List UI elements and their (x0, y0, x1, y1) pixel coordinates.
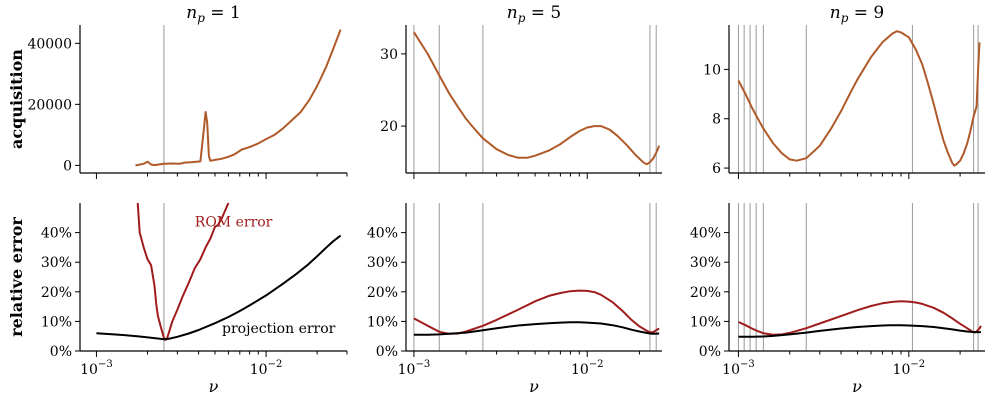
panel-acq-np1: 0 20000 40000 np = 1 acquisition (7, 3, 348, 179)
y-tick-label: 20000 (27, 97, 72, 113)
panel-err-np1: 0% 10% 20% 30% 40% 10−3 10−2 ν relative error ROM… (7, 202, 348, 396)
series-projection-error (413, 321, 660, 336)
x-axis-label: ν (529, 377, 539, 396)
y-tick-label: 10% (41, 314, 72, 330)
y-axis-label: relative error (7, 217, 26, 337)
y-tick-label: 8 (712, 112, 721, 128)
x-tick-label: 10−3 (722, 359, 755, 378)
y-tick-label: 0% (699, 344, 721, 360)
y-tick-label: 10% (690, 314, 721, 330)
series-acquisition (135, 29, 342, 167)
annotation-projection-error: projection error (222, 321, 336, 337)
x-tick-label: 10−2 (250, 359, 283, 378)
x-tick-label: 10−3 (398, 359, 431, 378)
y-tick-label: 0% (50, 344, 72, 360)
y-axis-label: acquisition (7, 49, 26, 149)
x-tick-label: 10−2 (893, 359, 926, 378)
panel-acq-np5: 20 30 np = 5 (380, 3, 662, 179)
y-tick-label: 40% (690, 226, 721, 242)
panel-title: np = 5 (507, 3, 562, 25)
x-tick-label: 10−3 (80, 359, 113, 378)
x-tick-label: 10−2 (571, 359, 604, 378)
y-tick-label: 30% (690, 255, 721, 271)
x-axis-label: ν (209, 377, 219, 396)
y-tick-label: 30% (367, 255, 398, 271)
y-tick-label: 10 (703, 62, 721, 78)
panel-err-np5: 0% 10% 20% 30% 40% 10−3 10−2 ν (367, 203, 662, 396)
y-tick-label: 20% (41, 285, 72, 301)
series-acquisition (413, 31, 661, 166)
panel-title: np = 1 (186, 3, 241, 25)
y-tick-label: 40000 (27, 36, 72, 52)
annotation-rom-error: ROM error (195, 215, 273, 231)
y-tick-label: 40% (367, 226, 398, 242)
panel-title: np = 9 (830, 3, 885, 25)
y-tick-label: 20% (367, 285, 398, 301)
y-tick-label: 30 (380, 47, 398, 63)
y-tick-label: 20 (380, 119, 398, 135)
y-tick-label: 20% (690, 285, 721, 301)
panel-err-np9: 0% 10% 20% 30% 40% 10−3 10−2 ν (690, 203, 985, 396)
y-tick-label: 0 (63, 158, 72, 174)
y-tick-label: 10% (367, 314, 398, 330)
series-acquisition (737, 30, 981, 167)
series-rom-error (738, 300, 982, 336)
y-tick-label: 40% (41, 226, 72, 242)
series-projection-error (96, 234, 342, 341)
series-projection-error (738, 324, 981, 338)
y-tick-label: 6 (712, 161, 721, 177)
y-tick-label: 0% (376, 344, 398, 360)
x-axis-label: ν (852, 377, 862, 396)
y-tick-label: 30% (41, 255, 72, 271)
series-rom-error (136, 202, 230, 341)
panel-acq-np9: 6 8 10 np = 9 (703, 3, 985, 179)
